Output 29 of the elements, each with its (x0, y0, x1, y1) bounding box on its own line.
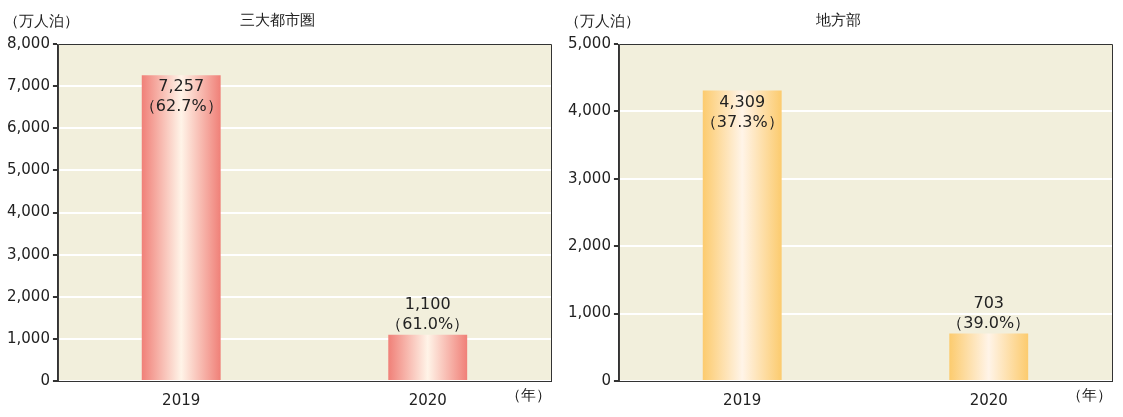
x-tick-label: 2019 (162, 390, 201, 409)
y-tick-label: 0 (40, 370, 50, 389)
y-tick-label: 3,000 (567, 168, 611, 187)
x-tick-label: 2020 (969, 390, 1008, 409)
data-label: 7,257 （62.7%） (139, 76, 223, 116)
data-label: 703 （39.0%） (947, 292, 1031, 332)
chart-title: 地方部 (815, 10, 861, 29)
x-axis-title: （年） (1067, 386, 1112, 405)
x-tick-label: 2020 (408, 390, 447, 409)
x-tick-label: 2019 (723, 390, 762, 409)
y-tick-label: 1,000 (567, 303, 611, 322)
data-label: 1,100 （61.0%） (386, 293, 470, 333)
y-tick-label: 0 (601, 370, 611, 389)
y-tick-label: 5,000 (567, 33, 611, 52)
y-tick-label: 4,000 (6, 202, 50, 221)
y-axis-title: （万人泊） (4, 12, 79, 31)
y-tick-label: 4,000 (567, 101, 611, 120)
y-axis-title: （万人泊） (565, 12, 640, 31)
y-tick-label: 6,000 (6, 118, 50, 137)
y-tick-label: 3,000 (6, 244, 50, 263)
y-tick-label: 1,000 (6, 328, 50, 347)
chart-title: 三大都市圏 (240, 10, 315, 29)
y-tick-label: 2,000 (567, 236, 611, 255)
y-tick-label: 5,000 (6, 160, 50, 179)
y-tick-label: 2,000 (6, 286, 50, 305)
data-label: 4,309 （37.3%） (700, 91, 784, 131)
y-tick-label: 7,000 (6, 76, 50, 95)
x-axis-title: （年） (506, 386, 551, 405)
y-tick-label: 8,000 (6, 33, 50, 52)
